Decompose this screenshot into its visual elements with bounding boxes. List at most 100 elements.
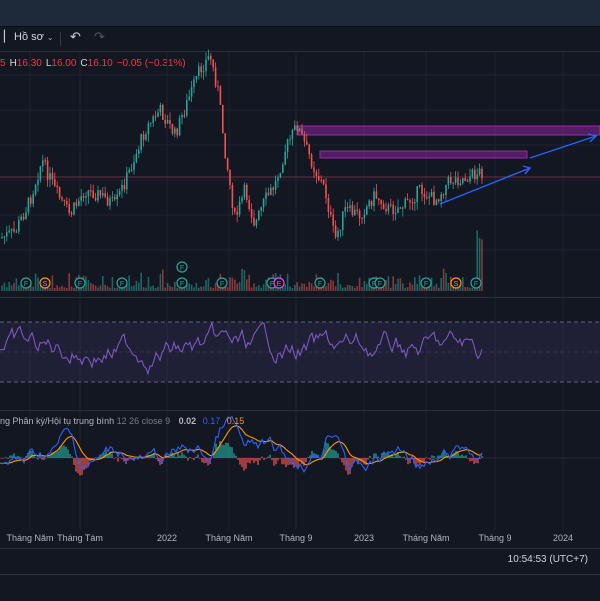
macd-hist-bar <box>469 458 471 462</box>
dividend-marker: F <box>374 277 386 289</box>
volume-bar <box>193 287 195 291</box>
volume-bar <box>298 286 301 291</box>
volume-bar <box>236 283 238 291</box>
macd-hist-bar <box>169 456 171 458</box>
candle-body <box>385 208 387 212</box>
candle-body <box>294 125 296 130</box>
macd-hist-bar <box>213 451 215 458</box>
volume-bar <box>13 282 15 291</box>
volume-bar <box>111 277 114 291</box>
macd-signal-value: 0.15 <box>226 416 245 426</box>
clock-time[interactable]: 10:54:53 (UTC+7) <box>507 554 588 565</box>
macd-hist-bar <box>57 451 59 458</box>
x-tick-label: Tháng Năm <box>205 533 253 543</box>
candle-body <box>459 183 462 186</box>
macd-hist-bar <box>5 457 7 458</box>
earnings-marker-letter: E <box>277 281 282 288</box>
macd-hist-bar <box>113 458 115 459</box>
macd-hist-bar <box>41 458 43 460</box>
candle-body <box>255 219 258 226</box>
macd-hist-bar <box>303 458 305 467</box>
candle-body <box>54 179 56 186</box>
candle-body <box>13 228 15 232</box>
macd-hist-bar <box>263 458 265 461</box>
macd-hist-bar <box>279 458 281 459</box>
redo-icon[interactable]: ↷ <box>94 29 105 44</box>
candle-body <box>186 100 188 116</box>
volume-bar <box>366 283 368 291</box>
macd-hist-bar <box>227 442 229 458</box>
candle-body <box>452 182 454 184</box>
volume-bar <box>94 285 97 291</box>
candle-body <box>433 191 435 206</box>
candle-body <box>130 169 133 171</box>
macd-hist-bar <box>237 458 239 460</box>
volume-bar <box>327 282 330 291</box>
macd-hist-bar <box>343 458 345 466</box>
macd-params: 12 26 close 9 <box>116 416 171 426</box>
volume-bar <box>337 272 339 291</box>
volume-bar <box>397 278 399 291</box>
trend-line-1 <box>439 167 531 205</box>
candle-body <box>392 204 394 215</box>
candle-body <box>351 205 354 215</box>
macd-hist-bar <box>117 458 119 462</box>
candle-body <box>219 86 222 105</box>
dividend-marker-letter: F <box>424 281 428 288</box>
volume-bar <box>114 287 116 291</box>
volume-bar <box>73 287 75 291</box>
candle-body <box>332 214 334 226</box>
volume-bar <box>250 287 253 291</box>
layout-dropdown[interactable]: Hồ sơ ⌄ <box>14 31 54 43</box>
volume-bar <box>399 278 402 291</box>
macd-hist-bar <box>369 455 371 458</box>
volume-bar <box>466 286 469 291</box>
candle-body <box>70 212 73 215</box>
x-tick-label: Tháng Tám <box>57 533 103 543</box>
macd-hist-bar <box>307 457 309 458</box>
candle-body <box>406 198 409 201</box>
volume-bar <box>294 285 296 291</box>
candle-body <box>262 198 265 208</box>
macd-hist-bar <box>425 457 427 458</box>
candle-body <box>128 169 130 173</box>
candle-body <box>6 232 8 237</box>
candle-body <box>92 190 94 199</box>
split-marker-ring <box>450 277 462 289</box>
candle-body <box>346 207 349 209</box>
pane-divider-macd[interactable] <box>0 410 600 411</box>
candle-body <box>162 104 164 120</box>
candle-body <box>478 168 481 175</box>
close-value: 16.10 <box>87 58 113 69</box>
macd-hist-bar <box>391 453 393 458</box>
pane-divider-rsi[interactable] <box>0 297 600 298</box>
volume-bar <box>332 280 334 291</box>
candle-body <box>279 172 282 178</box>
dividend-marker-ring <box>20 277 32 289</box>
macd-hist-bar <box>247 458 249 463</box>
volume-bar <box>6 287 8 291</box>
candle-body <box>298 128 301 132</box>
candle-body <box>80 196 82 201</box>
x-tick-label: Tháng Năm <box>6 533 54 543</box>
chart-menu-icon[interactable]: ▏ <box>4 31 13 43</box>
macd-hist-bar <box>91 458 93 460</box>
macd-hist-bar <box>105 450 107 458</box>
candle-body <box>399 207 402 209</box>
candle-body <box>32 194 34 204</box>
volume-bar <box>70 286 73 291</box>
macd-hist-bar <box>433 456 435 458</box>
volume-bar <box>344 287 346 291</box>
price-chart[interactable]: F F F FFF F F F F F FS SE <box>0 0 600 548</box>
candle-body <box>106 197 109 206</box>
volume-bar <box>147 276 150 291</box>
candle-body <box>152 116 154 123</box>
trend-line-2 <box>529 135 597 159</box>
macd-hist-bar <box>95 457 97 458</box>
volume-bar <box>8 281 10 291</box>
undo-icon[interactable]: ↶ <box>70 29 81 44</box>
macd-hist-bar <box>159 458 161 466</box>
candle-body <box>462 178 464 184</box>
volume-bar <box>140 272 142 291</box>
volume-bar <box>452 285 454 291</box>
